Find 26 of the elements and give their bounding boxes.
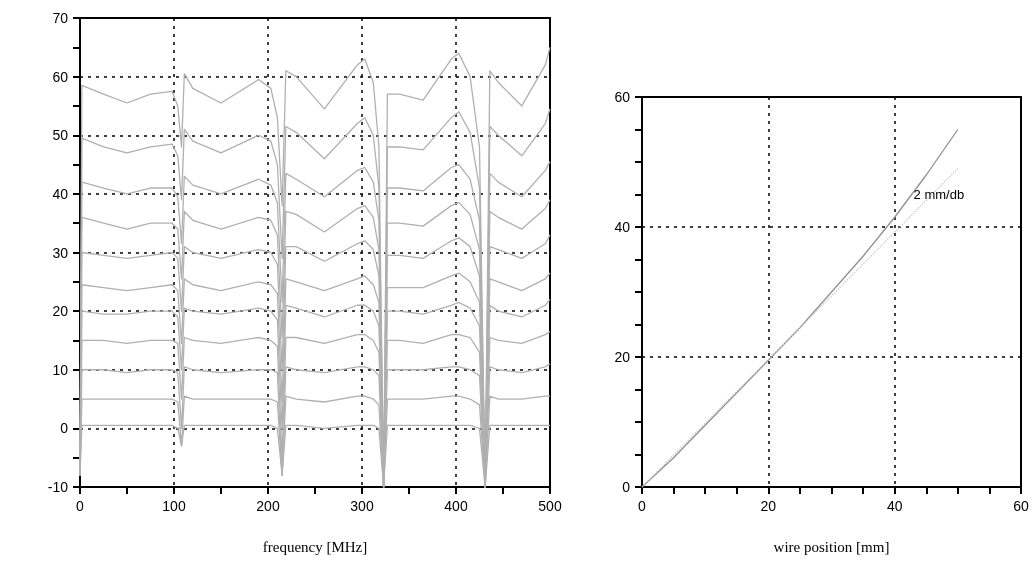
y-tick-label: -10 bbox=[47, 479, 69, 495]
y-tick-label: 40 bbox=[52, 185, 69, 202]
x-axis-title: frequency [MHz] bbox=[262, 538, 368, 555]
y-tick-label: 70 bbox=[52, 10, 69, 26]
x-tick-label: 60 bbox=[1013, 498, 1029, 514]
x-tick-label: 0 bbox=[638, 498, 647, 514]
x-tick-label: 400 bbox=[444, 498, 468, 514]
y-tick-label: 20 bbox=[614, 349, 631, 365]
x-axis-title: wire position [mm] bbox=[773, 538, 890, 555]
x-tick-label: 20 bbox=[760, 498, 777, 514]
y-tick-label: 30 bbox=[52, 244, 69, 261]
y-tick-label: 0 bbox=[622, 479, 631, 495]
y-tick-label: 60 bbox=[52, 68, 69, 85]
annotation: 2 mm/db bbox=[913, 187, 965, 202]
y-tick-label: 20 bbox=[52, 303, 69, 320]
y-tick-label: 60 bbox=[614, 89, 631, 105]
x-tick-label: 500 bbox=[538, 498, 562, 514]
x-tick-label: 100 bbox=[162, 498, 186, 514]
x-tick-label: 0 bbox=[76, 498, 85, 514]
x-tick-label: 200 bbox=[256, 498, 280, 514]
x-tick-label: 40 bbox=[886, 498, 903, 514]
x-tick-label: 300 bbox=[350, 498, 374, 514]
y-tick-label: 0 bbox=[60, 420, 69, 437]
y-tick-label: 10 bbox=[52, 361, 69, 378]
y-tick-label: 50 bbox=[52, 127, 69, 144]
y-tick-label: 40 bbox=[614, 219, 631, 235]
